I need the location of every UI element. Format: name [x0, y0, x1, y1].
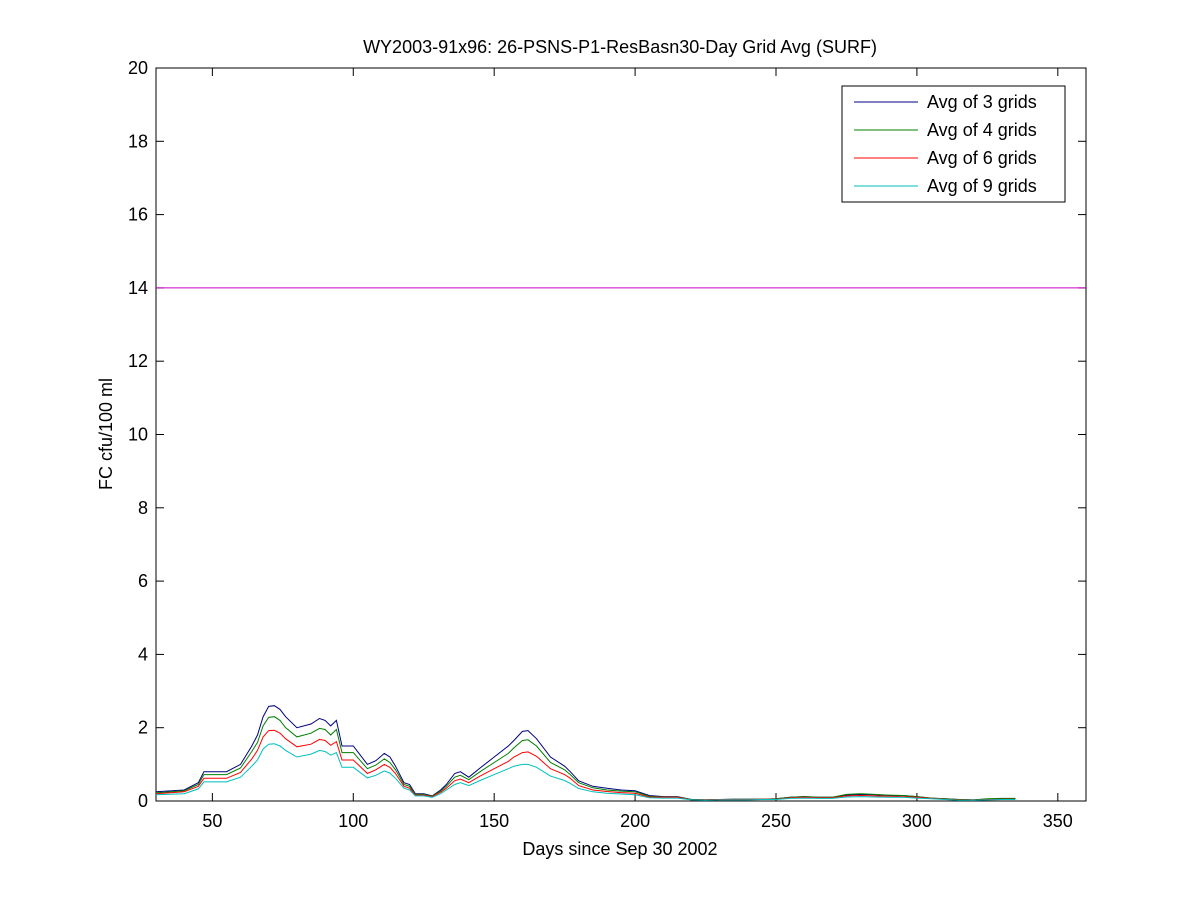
y-tick-label: 4	[138, 644, 148, 664]
chart-title: WY2003-91x96: 26-PSNS-P1-ResBasn30-Day G…	[363, 37, 877, 57]
y-axis-label: FC cfu/100 ml	[96, 378, 116, 490]
x-tick-label: 250	[761, 811, 791, 831]
x-tick-label: 300	[902, 811, 932, 831]
x-tick-label: 100	[338, 811, 368, 831]
legend-label-4: Avg of 9 grids	[927, 176, 1037, 196]
x-tick-label: 50	[202, 811, 222, 831]
legend-label-2: Avg of 4 grids	[927, 120, 1037, 140]
y-tick-label: 10	[128, 425, 148, 445]
series-line-2	[155, 716, 1016, 801]
x-axis-label: Days since Sep 30 2002	[522, 839, 717, 859]
series-line-4	[155, 743, 1016, 801]
y-tick-label: 2	[138, 718, 148, 738]
y-tick-label: 20	[128, 58, 148, 78]
y-tick-label: 18	[128, 131, 148, 151]
x-tick-label: 150	[479, 811, 509, 831]
y-tick-label: 14	[128, 278, 148, 298]
y-tick-label: 12	[128, 351, 148, 371]
series-line-3	[155, 729, 1016, 801]
legend-label-1: Avg of 3 grids	[927, 92, 1037, 112]
x-tick-label: 200	[620, 811, 650, 831]
legend-box	[841, 85, 1066, 203]
y-tick-label: 6	[138, 571, 148, 591]
y-tick-label: 8	[138, 498, 148, 518]
x-tick-label: 350	[1043, 811, 1073, 831]
legend-label-3: Avg of 6 grids	[927, 148, 1037, 168]
y-tick-label: 16	[128, 205, 148, 225]
legend: Avg of 3 grids Avg of 4 grids Avg of 6 gri…	[841, 85, 1066, 203]
y-tick-label: 0	[138, 791, 148, 811]
